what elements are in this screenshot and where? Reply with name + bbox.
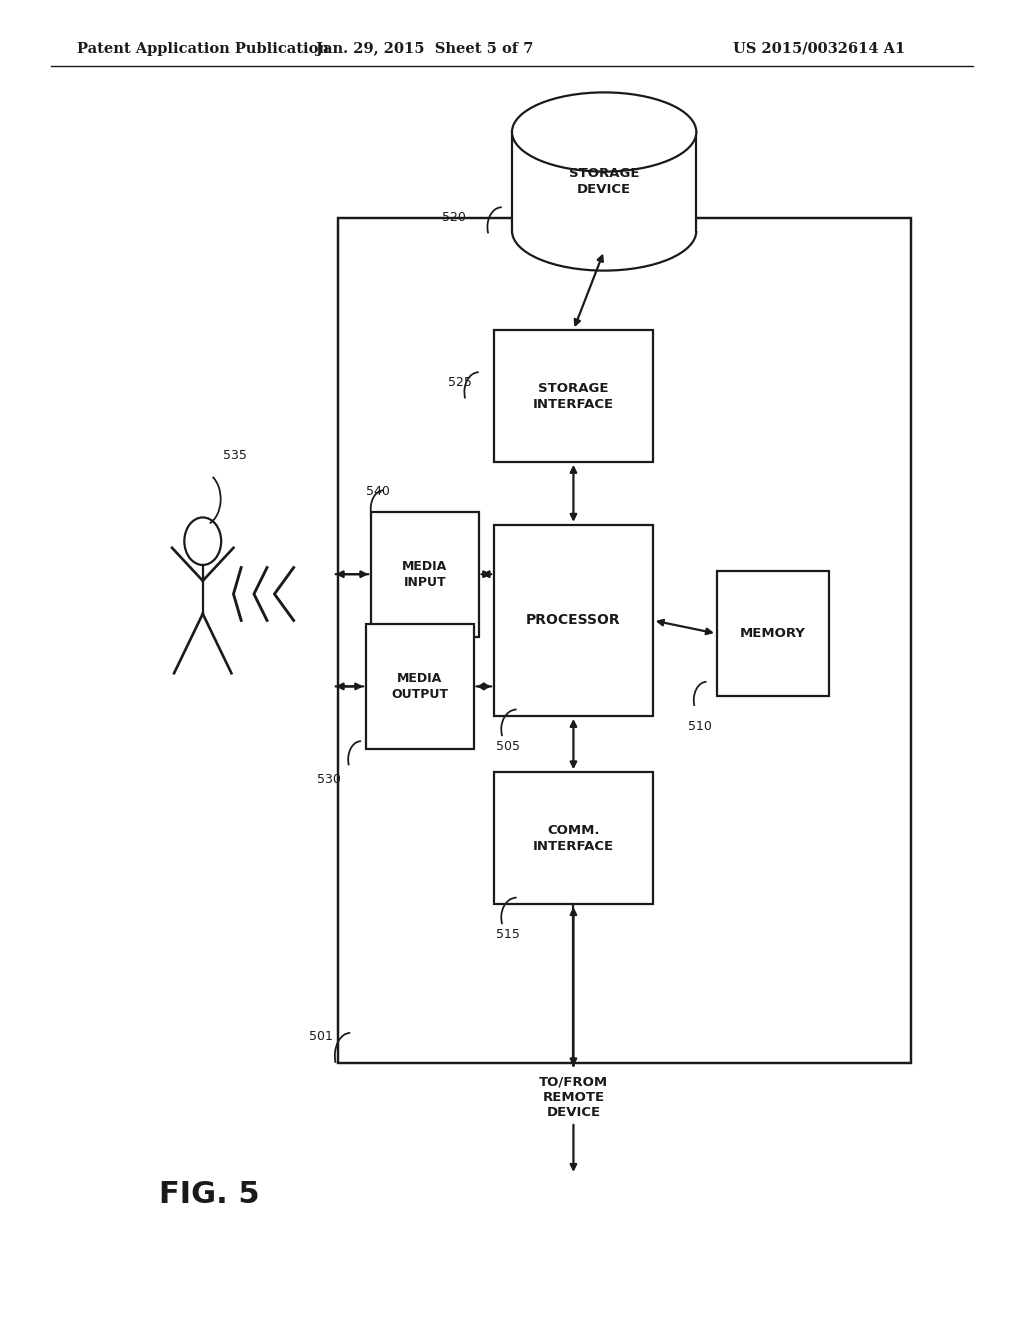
Text: STORAGE
DEVICE: STORAGE DEVICE bbox=[569, 168, 639, 195]
Text: TO/FROM
REMOTE
DEVICE: TO/FROM REMOTE DEVICE bbox=[539, 1076, 608, 1119]
Bar bbox=[371, 512, 478, 638]
Circle shape bbox=[184, 517, 221, 565]
Text: PROCESSOR: PROCESSOR bbox=[526, 614, 621, 627]
Text: 510: 510 bbox=[688, 721, 712, 733]
Text: 505: 505 bbox=[497, 739, 520, 752]
Bar bbox=[495, 525, 653, 715]
Bar bbox=[512, 132, 696, 231]
Text: Patent Application Publication: Patent Application Publication bbox=[77, 42, 329, 55]
Text: STORAGE
INTERFACE: STORAGE INTERFACE bbox=[532, 381, 614, 411]
Text: MEDIA
OUTPUT: MEDIA OUTPUT bbox=[391, 672, 449, 701]
Bar bbox=[367, 624, 473, 750]
Text: MEMORY: MEMORY bbox=[740, 627, 806, 640]
Ellipse shape bbox=[512, 92, 696, 172]
Text: FIG. 5: FIG. 5 bbox=[159, 1180, 259, 1209]
Text: 525: 525 bbox=[449, 376, 472, 389]
Bar bbox=[495, 772, 653, 904]
Text: 540: 540 bbox=[367, 486, 390, 499]
Text: 530: 530 bbox=[316, 774, 340, 785]
Text: 535: 535 bbox=[223, 449, 247, 462]
Text: 515: 515 bbox=[497, 928, 520, 941]
Bar bbox=[717, 570, 829, 697]
Bar bbox=[338, 218, 911, 1063]
Text: COMM.
INTERFACE: COMM. INTERFACE bbox=[532, 824, 614, 853]
Text: Jan. 29, 2015  Sheet 5 of 7: Jan. 29, 2015 Sheet 5 of 7 bbox=[316, 42, 534, 55]
Text: 501: 501 bbox=[309, 1030, 333, 1043]
Text: 520: 520 bbox=[442, 211, 466, 224]
Text: MEDIA
INPUT: MEDIA INPUT bbox=[402, 560, 447, 589]
Bar bbox=[495, 330, 653, 462]
Text: US 2015/0032614 A1: US 2015/0032614 A1 bbox=[733, 42, 905, 55]
